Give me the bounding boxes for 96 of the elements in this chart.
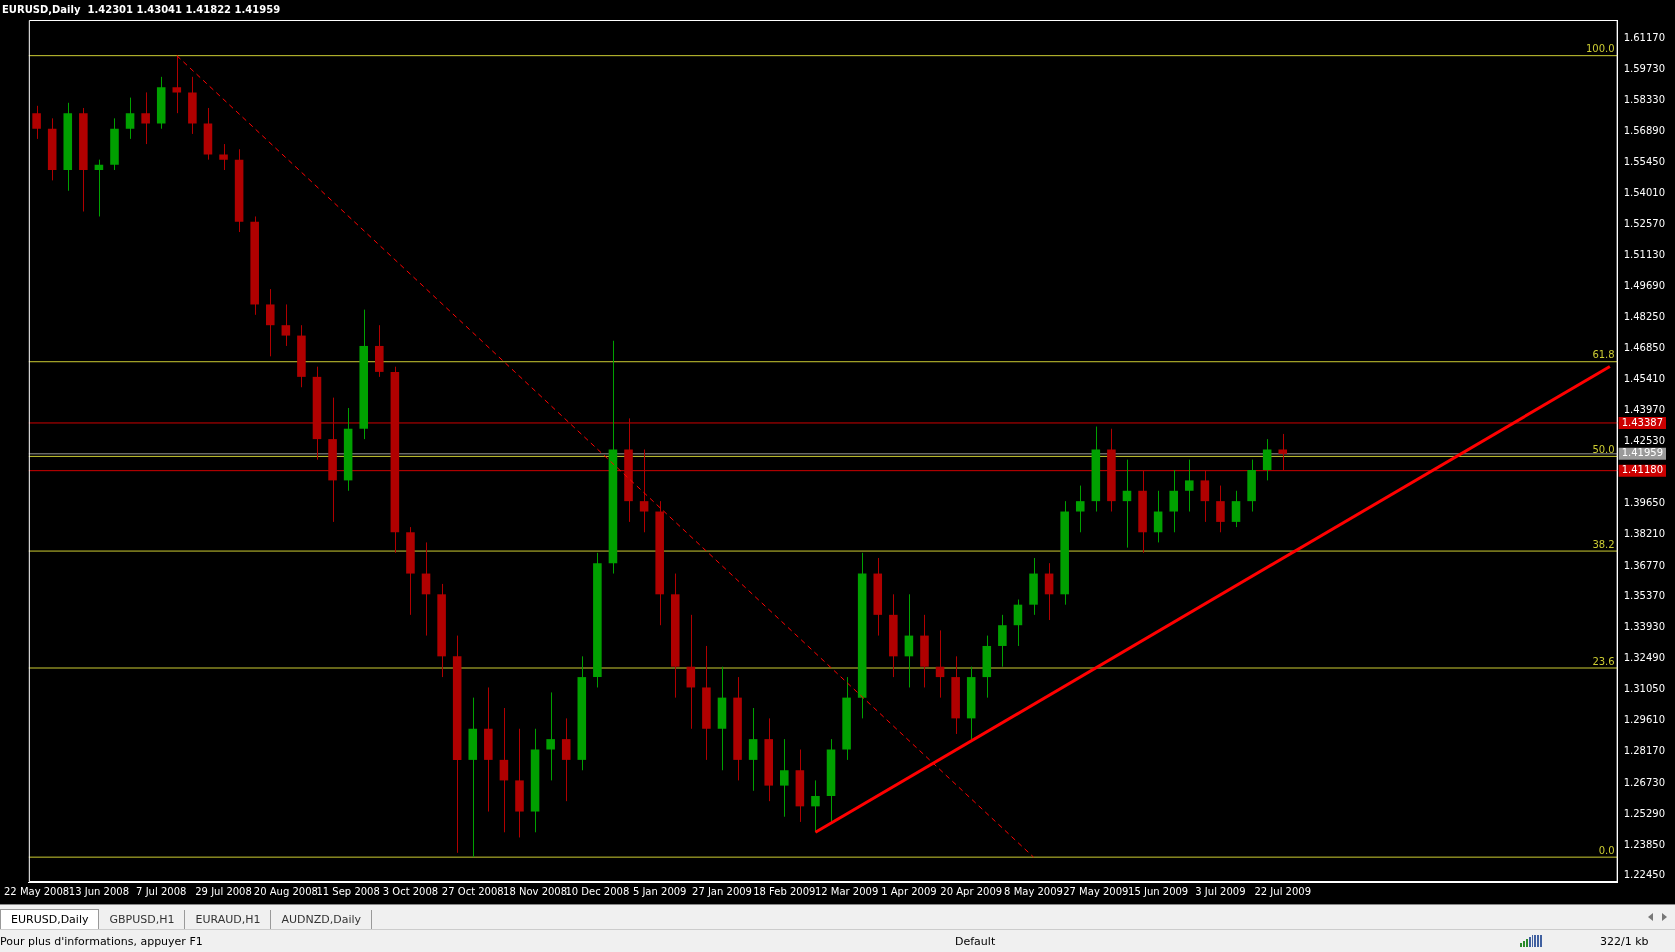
y-tick-label: 1.59730 (1623, 63, 1666, 75)
candlestick (1278, 433, 1288, 471)
x-tick-label: 15 Jun 2009 (1128, 885, 1189, 897)
candlestick (1044, 562, 1054, 621)
candlestick (1262, 438, 1272, 481)
y-tick-label: 1.25290 (1623, 807, 1666, 819)
y-tick-label: 1.54010 (1623, 186, 1666, 198)
y-tick-label: 1.26730 (1623, 776, 1666, 788)
candlestick (904, 593, 914, 688)
y-tick-label: 1.39650 (1623, 497, 1666, 509)
candlestick (172, 55, 182, 114)
candlestick (1122, 459, 1132, 549)
text: EURAUD,H1 (185, 910, 272, 929)
y-tick-label: 1.35370 (1623, 589, 1666, 601)
candlestick (1075, 485, 1085, 533)
y-tick-label: 1.49690 (1623, 280, 1666, 292)
candlestick (935, 629, 945, 699)
y-tick-label: 1.33930 (1623, 620, 1666, 632)
candlestick (1153, 490, 1163, 543)
x-tick-label: 12 Mar 2009 (814, 885, 879, 897)
y-tick-label: 1.55450 (1623, 155, 1666, 167)
annotation: 38.2 (1592, 538, 1615, 550)
y-tick-label: 1.43970 (1623, 403, 1666, 415)
candlestick (998, 614, 1007, 668)
candlestick (1169, 469, 1178, 533)
y-tick-label: 1.36770 (1623, 559, 1666, 571)
y-tick-label: 1.31050 (1623, 683, 1666, 695)
annotation: 23.6 (1592, 655, 1615, 667)
y-tick-label: 1.52570 (1623, 218, 1666, 230)
y-tick-label: 1.23850 (1623, 838, 1666, 850)
candlestick (219, 143, 228, 171)
x-tick-label: 3 Oct 2008 (382, 885, 439, 897)
y-tick-label: 1.22450 (1623, 869, 1666, 881)
candlestick (265, 288, 275, 357)
y-tick-label: 1.42530 (1623, 435, 1666, 447)
x-tick-label: 13 Jun 2008 (68, 885, 129, 897)
candlestick (1013, 598, 1023, 647)
x-tick-label: 11 Sep 2008 (316, 885, 380, 897)
candlestick (780, 738, 789, 818)
annotation: 61.8 (1592, 349, 1615, 361)
x-tick-label: 22 Jul 2009 (1254, 885, 1312, 897)
candlestick (1200, 469, 1210, 523)
candlestick (141, 91, 150, 145)
y-tick-label: 1.32490 (1623, 652, 1666, 664)
y-tick-label: 1.58330 (1623, 93, 1666, 105)
candlestick (94, 159, 104, 217)
candlestick (421, 541, 431, 637)
candlestick (639, 448, 649, 533)
y-tick-label: 1.29610 (1623, 714, 1666, 726)
ref-line-label: 1.41180 (1621, 464, 1664, 476)
y-tick-label: 1.61170 (1623, 32, 1666, 44)
x-tick-label: 18 Feb 2009 (753, 885, 816, 897)
x-tick-label: 18 Nov 2008 (503, 885, 568, 897)
ref-line-label: 1.43387 (1621, 416, 1664, 428)
text: GBPUSD,H1 (99, 910, 186, 929)
x-tick-label: 27 May 2009 (1063, 885, 1129, 897)
x-tick-label: 5 Jan 2009 (632, 885, 687, 897)
x-tick-label: 8 May 2009 (1004, 885, 1063, 897)
text: Default (955, 935, 996, 948)
y-tick-label: 1.51130 (1623, 249, 1666, 261)
candlestick (32, 105, 41, 140)
y-tick-label: 1.28170 (1623, 745, 1666, 757)
candlestick (1185, 459, 1194, 513)
y-tick-label: 1.45410 (1623, 372, 1666, 384)
candlestick (499, 707, 509, 833)
candlestick (1231, 490, 1241, 528)
x-tick-label: 1 Apr 2009 (881, 885, 937, 897)
candlestick (686, 614, 696, 730)
y-tick-label: 1.48250 (1623, 311, 1666, 323)
text: Pour plus d'informations, appuyer F1 (0, 935, 203, 948)
x-tick-label: 27 Oct 2008 (441, 885, 504, 897)
candlestick (281, 303, 291, 347)
candlestick (546, 691, 555, 781)
x-tick-label: 29 Jul 2008 (195, 885, 252, 897)
x-tick-label: 10 Dec 2008 (565, 885, 630, 897)
chart-title: EURUSD,Daily 1.42301 1.43041 1.41822 1.41959 (2, 3, 281, 15)
candlestick (811, 779, 820, 833)
text: 322/1 kb (1600, 935, 1649, 948)
x-tick-label: 3 Jul 2009 (1195, 885, 1246, 897)
candlestick (748, 707, 758, 792)
x-tick-label: 22 May 2008 (4, 885, 70, 897)
text: AUDNZD,Daily (271, 910, 373, 929)
x-tick-label: 20 Aug 2008 (253, 885, 318, 897)
candlestick (125, 97, 135, 140)
y-tick-label: 1.46850 (1623, 341, 1666, 353)
x-tick-label: 7 Jul 2008 (136, 885, 187, 897)
y-tick-label: 1.56890 (1623, 124, 1666, 136)
y-tick-label: 1.38210 (1623, 528, 1666, 540)
annotation: 0.0 (1598, 844, 1615, 856)
candlestick (1216, 485, 1225, 533)
candlestick (561, 717, 571, 802)
x-tick-label: 20 Apr 2009 (940, 885, 1003, 897)
ref-line-label: 1.41959 (1621, 447, 1664, 459)
annotation: 100.0 (1586, 43, 1615, 55)
x-tick-label: 27 Jan 2009 (692, 885, 752, 897)
annotation: 50.0 (1592, 444, 1615, 455)
